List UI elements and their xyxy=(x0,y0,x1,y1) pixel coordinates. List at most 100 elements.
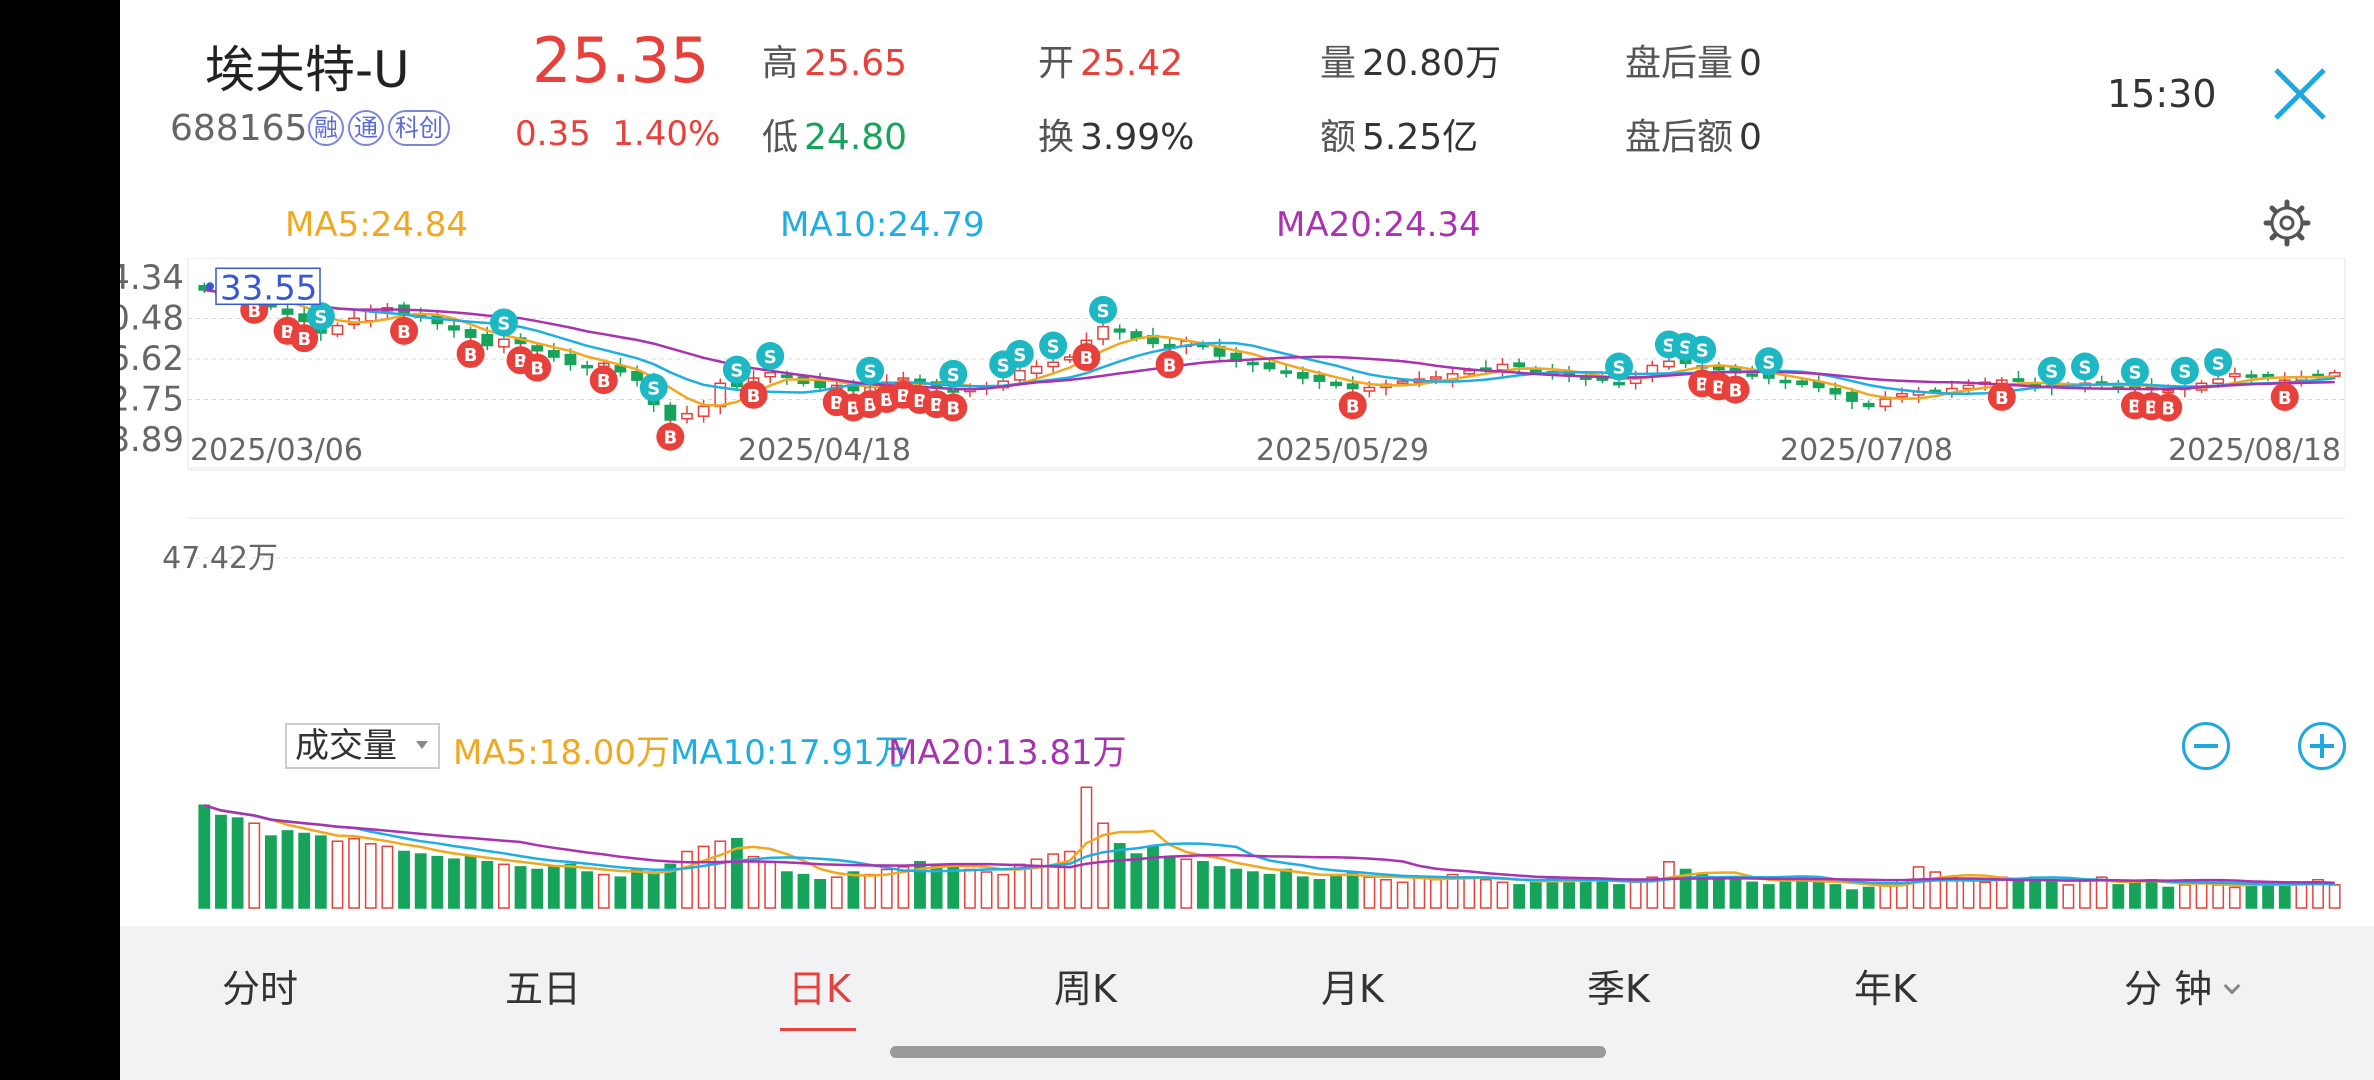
volume-bar xyxy=(1746,881,1759,909)
buy-marker xyxy=(1155,350,1184,379)
volume-bar xyxy=(1280,868,1293,909)
tab-yearly-k[interactable]: 年K xyxy=(1854,967,1917,1011)
change-value: 0.35 xyxy=(515,114,591,154)
sell-marker xyxy=(856,356,885,385)
price-tick-label: 26.62 xyxy=(120,339,184,379)
sell-marker-label: S xyxy=(2079,357,2092,378)
buy-marker xyxy=(589,366,618,395)
volume-bar xyxy=(1213,866,1226,909)
candle-body xyxy=(1346,383,1359,390)
high-price-marker: 33.55 xyxy=(206,267,321,308)
buy-marker xyxy=(523,353,552,382)
volume-indicator-select[interactable]: 成交量 xyxy=(285,723,440,769)
sell-marker xyxy=(489,308,518,337)
tab-monthly-k[interactable]: 月K xyxy=(1321,967,1384,1011)
volume-bar xyxy=(747,855,760,909)
candle-body xyxy=(1280,370,1293,374)
tag-connect[interactable]: 通 xyxy=(348,110,384,146)
volume-bar xyxy=(681,850,693,909)
tab-intraday[interactable]: 分时 xyxy=(222,967,299,1011)
volume-bars: 47.42万 xyxy=(162,541,2341,909)
candle-body xyxy=(1796,380,1808,386)
candle-body xyxy=(697,405,710,417)
buy-marker-label: B xyxy=(597,371,611,392)
candle-body xyxy=(1263,362,1276,370)
buy-marker xyxy=(1721,375,1750,404)
volume-bar xyxy=(581,871,594,909)
volume-ma10-legend: MA10:17.91万 xyxy=(670,733,909,773)
kline-chart[interactable]: 34.3430.4826.6222.7518.89 2025/03/062025… xyxy=(120,258,2374,918)
volume-bar xyxy=(1879,884,1892,909)
volume-bar xyxy=(547,866,560,909)
close-icon[interactable] xyxy=(2272,66,2328,122)
volume-bar xyxy=(1380,878,1392,909)
volume-bar xyxy=(1130,853,1143,909)
tag-star-market[interactable]: 科创 xyxy=(388,110,450,146)
volume-ma5-legend: MA5:18.00万 xyxy=(453,733,671,773)
volume-bar xyxy=(314,835,327,909)
tab-minute[interactable]: 分 钟 xyxy=(2124,958,2241,1013)
candle-body xyxy=(1746,373,1759,377)
candle-body xyxy=(631,370,643,381)
volume-bar xyxy=(331,840,344,909)
volume-bar xyxy=(864,873,876,909)
volume-ma10-line xyxy=(203,804,2335,886)
chevron-down-icon xyxy=(2223,977,2241,995)
tag-margin[interactable]: 融 xyxy=(308,110,344,146)
buy-marker-label: B xyxy=(747,386,761,407)
quote-header: 埃夫特-U 688165 融 通 科创 25.35 0.35 1.40% 高 25… xyxy=(120,0,2374,175)
volume-bar xyxy=(1596,881,1609,909)
date-tick-label: 2025/08/18 xyxy=(2168,433,2341,468)
volume-bar xyxy=(1496,881,1509,909)
sell-marker-label: S xyxy=(764,347,777,368)
tab-five-day[interactable]: 五日 xyxy=(505,967,582,1011)
price-ma-lines xyxy=(204,288,2335,407)
volume-bar xyxy=(597,873,610,909)
candle-body xyxy=(1296,372,1309,379)
sell-marker-label: S xyxy=(1047,337,1060,358)
buy-marker xyxy=(739,380,768,409)
sell-marker xyxy=(1005,339,1034,368)
buy-marker-label: B xyxy=(247,301,261,322)
volume-bar xyxy=(614,876,627,909)
volume-bar xyxy=(1246,871,1259,909)
volume-bar xyxy=(2012,878,2025,909)
volume-bar xyxy=(1862,886,1875,909)
sell-marker-label: S xyxy=(864,362,877,383)
volume-bar xyxy=(1846,889,1858,909)
candle-body xyxy=(1463,369,1476,375)
stat-amount: 额 5.25亿 xyxy=(1320,117,1479,158)
date-axis: 2025/03/06 2025/04/18 2025/05/29 2025/07/08… xyxy=(190,433,2341,468)
sell-marker-label: S xyxy=(1762,352,1775,373)
volume-bar xyxy=(231,817,244,909)
volume-bar xyxy=(1962,878,1975,909)
buy-marker xyxy=(1072,343,1101,372)
candle-body xyxy=(1396,380,1409,384)
zoom-in-icon[interactable] xyxy=(2298,722,2346,770)
tab-daily-k[interactable]: 日K xyxy=(788,967,851,1011)
sell-marker-label: S xyxy=(997,355,1010,376)
sell-marker-label: S xyxy=(314,307,327,328)
volume-bar xyxy=(731,837,743,909)
high-marker-box xyxy=(215,267,321,306)
buy-marker-label: B xyxy=(2161,398,2175,419)
sell-marker xyxy=(1605,352,1634,381)
active-tab-indicator xyxy=(780,1028,856,1031)
buy-marker xyxy=(290,324,319,353)
volume-bar xyxy=(497,863,510,909)
volume-bar xyxy=(2312,878,2324,909)
volume-bar xyxy=(1113,843,1126,909)
chevron-down-icon xyxy=(416,741,428,749)
volume-bar xyxy=(381,845,394,909)
tab-weekly-k[interactable]: 周K xyxy=(1054,967,1117,1011)
settings-gear-icon[interactable] xyxy=(2262,198,2312,248)
volume-bar xyxy=(1579,878,1592,909)
sell-marker xyxy=(2037,356,2066,385)
candle-body xyxy=(1113,328,1126,333)
volume-ma5-line xyxy=(203,804,2335,888)
tab-quarterly-k[interactable]: 季K xyxy=(1587,967,1650,1011)
zoom-out-icon[interactable] xyxy=(2182,722,2230,770)
candle-body xyxy=(1846,391,1858,402)
volume-ma20-line xyxy=(203,804,2335,884)
